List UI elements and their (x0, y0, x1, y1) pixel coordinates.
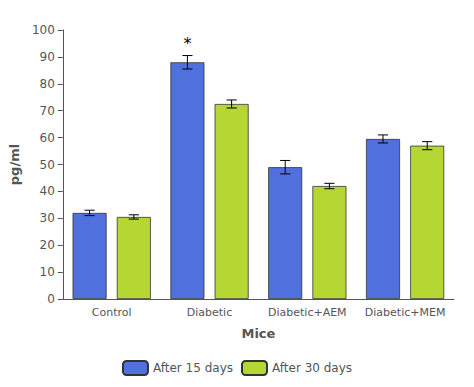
svg-text:30: 30 (40, 211, 55, 225)
svg-text:40: 40 (40, 184, 55, 198)
svg-text:90: 90 (40, 50, 55, 64)
svg-text:After 15 days: After 15 days (153, 361, 233, 375)
svg-text:Mice: Mice (241, 326, 275, 341)
svg-text:After 30 days: After 30 days (272, 361, 352, 375)
svg-text:50: 50 (40, 158, 55, 172)
svg-text:80: 80 (40, 77, 55, 91)
svg-text:100: 100 (32, 23, 55, 37)
svg-text:0: 0 (47, 292, 55, 306)
svg-text:pg/ml: pg/ml (7, 144, 22, 185)
svg-text:*: * (183, 34, 191, 53)
svg-text:70: 70 (40, 104, 55, 118)
svg-text:10: 10 (40, 265, 55, 279)
svg-text:20: 20 (40, 238, 55, 252)
svg-text:Control: Control (92, 306, 132, 319)
svg-text:60: 60 (40, 131, 55, 145)
svg-text:Diabetic: Diabetic (187, 306, 232, 319)
svg-text:Diabetic+AEM: Diabetic+AEM (268, 306, 347, 319)
svg-text:Diabetic+MEM: Diabetic+MEM (365, 306, 446, 319)
